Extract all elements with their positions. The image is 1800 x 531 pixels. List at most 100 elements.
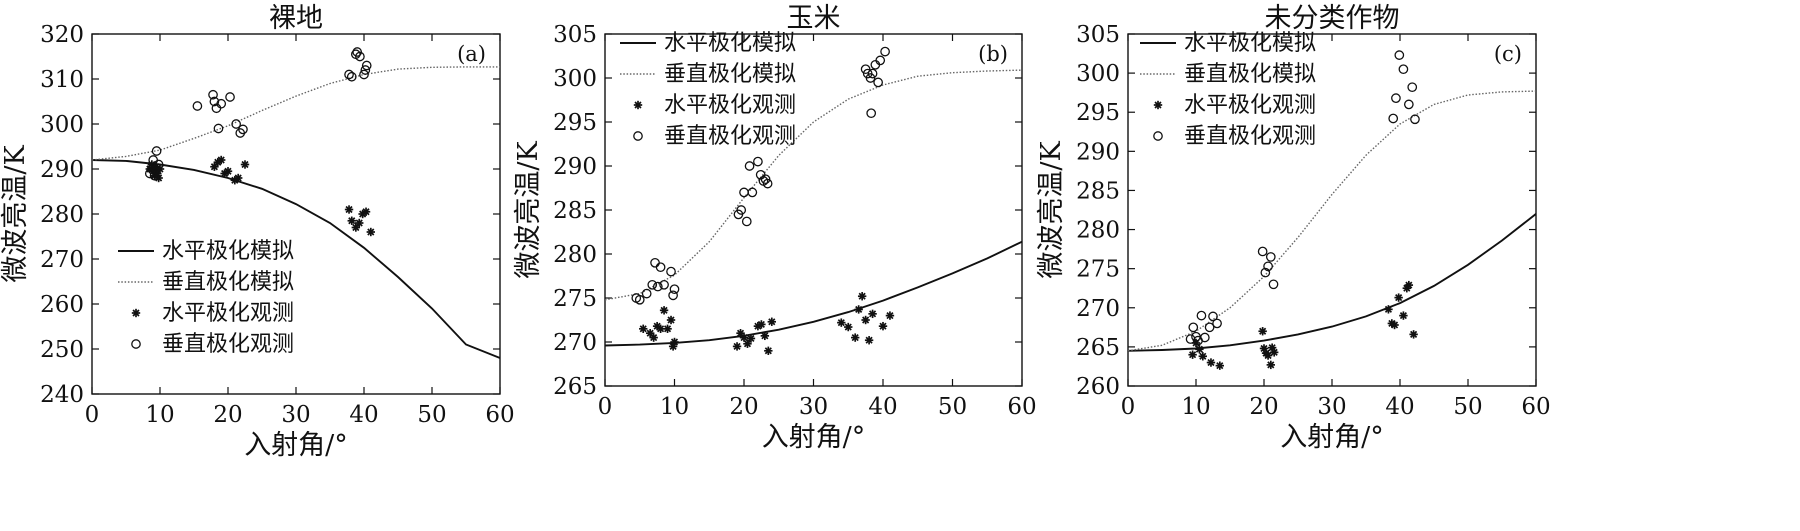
h-obs-point (366, 227, 375, 237)
x-tick-label: 30 (1317, 394, 1346, 420)
y-tick-label: 305 (553, 22, 597, 48)
v-obs-point (225, 92, 235, 102)
x-tick-label: 50 (1453, 394, 1482, 420)
h-obs-point (857, 292, 867, 301)
x-tick-label: 40 (1385, 394, 1414, 420)
h-obs-point (240, 160, 250, 169)
v-obs-point (655, 262, 666, 273)
v-obs-point (1204, 322, 1215, 333)
x-tick-label: 10 (145, 402, 174, 428)
v-sim-line (1128, 90, 1536, 352)
h-obs-point (670, 337, 679, 347)
v-obs-point (762, 178, 773, 189)
panel-label: (a) (457, 42, 486, 66)
v-obs-point (659, 279, 669, 290)
v-obs-point (634, 294, 645, 305)
h-obs-point (355, 218, 364, 228)
y-tick-label: 290 (1076, 139, 1120, 165)
panel-label: (b) (978, 42, 1008, 66)
h-obs-point (868, 309, 877, 319)
v-obs-point (344, 69, 354, 80)
x-tick-label: 60 (1521, 394, 1550, 420)
h-obs-point (234, 173, 243, 183)
v-obs-point (1403, 99, 1414, 110)
v-obs-point (1188, 322, 1199, 333)
x-tick-label: 60 (1007, 394, 1036, 420)
v-obs-point (1407, 82, 1418, 93)
y-tick-label: 285 (1076, 178, 1120, 204)
v-obs-point (865, 73, 876, 83)
x-axis-label: 入射角/° (244, 430, 348, 461)
h-obs-point (844, 322, 853, 332)
x-tick-label: 40 (349, 402, 378, 428)
h-sim-line (1128, 213, 1536, 352)
y-tick-label: 275 (1076, 257, 1120, 283)
legend-label-h-sim: 水平极化模拟 (664, 31, 796, 56)
h-obs-point (1263, 351, 1273, 360)
y-tick-label: 260 (1076, 374, 1120, 400)
h-obs-point (217, 155, 226, 165)
v-obs-point (739, 187, 749, 198)
y-tick-label: 290 (553, 154, 597, 180)
v-sim-line (605, 69, 1022, 301)
v-obs-point (1208, 311, 1218, 322)
v-obs-point (867, 68, 878, 79)
v-obs-point (209, 96, 220, 107)
h-obs-point (1390, 320, 1399, 330)
h-obs-point (1188, 350, 1197, 359)
h-obs-point (885, 311, 895, 320)
v-obs-point (647, 279, 658, 290)
y-tick-label: 280 (40, 202, 84, 228)
v-obs-point (208, 89, 218, 100)
chart-title: 玉米 (787, 3, 841, 34)
x-tick-label: 30 (281, 402, 310, 428)
y-tick-label: 275 (553, 286, 597, 312)
h-obs-point (1215, 361, 1224, 370)
y-tick-label: 265 (1076, 335, 1120, 361)
v-sim-line (92, 66, 500, 161)
v-obs-point (1388, 113, 1399, 124)
legend-swatch-h-obs (131, 308, 141, 318)
h-obs-point (739, 333, 749, 342)
x-tick-label: 20 (729, 394, 758, 420)
v-obs-point (1185, 334, 1196, 344)
v-obs-point (875, 55, 886, 66)
y-axis-label: 微波亮温/K (1036, 141, 1067, 279)
y-tick-label: 295 (553, 110, 597, 136)
v-obs-point (346, 71, 357, 82)
v-obs-point (760, 174, 771, 185)
h-obs-point (1394, 293, 1403, 302)
chart-title: 裸地 (269, 3, 323, 34)
x-tick-label: 0 (1121, 394, 1136, 420)
h-obs-point (1384, 305, 1393, 314)
y-tick-label: 250 (40, 337, 84, 363)
y-tick-label: 260 (40, 292, 84, 318)
y-tick-label: 270 (553, 330, 597, 356)
x-tick-label: 20 (213, 402, 242, 428)
v-obs-point (1268, 279, 1279, 290)
y-tick-label: 265 (553, 374, 597, 400)
legend-swatch-h-obs (633, 100, 643, 110)
chart-panel-3: 0 10 20 30 40 50 60 260 265 270 275 280 285 290 295 300… (1036, 3, 1551, 453)
y-tick-label: 270 (40, 247, 84, 273)
v-obs-point (668, 290, 678, 301)
v-obs-point (873, 77, 883, 88)
y-tick-label: 290 (40, 157, 84, 183)
v-obs-point (641, 288, 652, 299)
v-obs-point (741, 216, 752, 227)
y-tick-label: 310 (40, 67, 84, 93)
legend-swatch-v-obs (131, 339, 141, 349)
h-obs-point (663, 324, 672, 333)
legend-label-v-sim: 垂直极化模拟 (1184, 62, 1316, 87)
y-tick-label: 240 (40, 382, 84, 408)
v-obs-point (153, 159, 164, 170)
v-obs-point (747, 187, 758, 198)
x-tick-label: 30 (799, 394, 828, 420)
h-obs-point (878, 321, 888, 331)
x-tick-label: 50 (417, 402, 446, 428)
v-obs-point (360, 65, 371, 75)
legend-label-v-sim: 垂直极化模拟 (664, 62, 796, 87)
y-tick-label: 295 (1076, 100, 1120, 126)
v-obs-point (149, 170, 160, 181)
